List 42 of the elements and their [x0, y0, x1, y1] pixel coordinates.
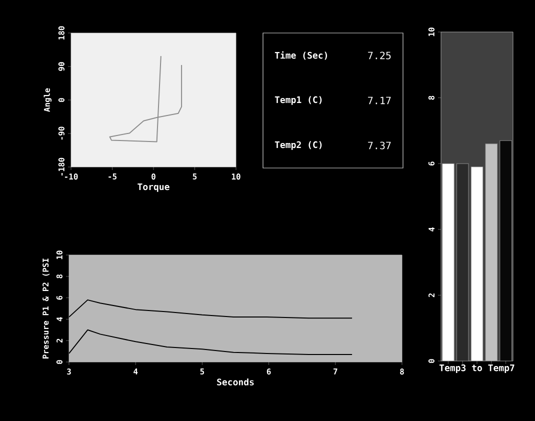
y-tick-label: 0 [428, 359, 434, 363]
category-label: Temp2 (C) [274, 141, 322, 150]
x-axis-title: Temp3 to Temp7 [439, 364, 514, 373]
x-tick-label: 8 [400, 368, 404, 375]
y-tick-label: 4 [428, 227, 434, 232]
x-tick-label: 3 [67, 368, 71, 375]
x-tick-label: 0 [152, 174, 156, 180]
data-label: 7.37 [368, 142, 391, 150]
y-tick-label: 10 [56, 250, 62, 260]
x-tick-label: 5 [192, 174, 197, 180]
category-label: Time (Sec) [274, 51, 328, 60]
x-tick-label: 6 [266, 368, 271, 375]
y-tick-label: 8 [428, 96, 434, 100]
y-tick-label: -90 [58, 126, 64, 140]
line-series [109, 56, 182, 142]
y-tick-label: 10 [428, 28, 434, 36]
data-label: 7.17 [368, 96, 391, 104]
y-tick-label: 8 [56, 274, 62, 278]
line-series [69, 329, 353, 356]
y-tick-label: 2 [56, 338, 62, 343]
x-tick-label: -5 [108, 174, 117, 180]
x-tick-label: 5 [200, 368, 204, 374]
y-tick-label: 0 [58, 98, 64, 102]
x-axis-title: Seconds [217, 378, 254, 386]
y-tick-label: 180 [58, 26, 64, 40]
x-tick-label: 7 [334, 368, 338, 374]
x-tick-label: 10 [232, 174, 240, 180]
y-tick-label: 6 [56, 296, 62, 300]
x-axis-title: Torque [138, 183, 170, 192]
x-tick-label: 4 [134, 368, 138, 374]
line-series [69, 299, 353, 319]
y-tick-label: 2 [428, 293, 434, 298]
y-tick-label: -180 [58, 158, 64, 176]
x-tick-label: -10 [64, 174, 78, 180]
y-tick-label: 4 [56, 317, 62, 322]
y-tick-label: 6 [428, 162, 434, 166]
y-axis-title: Pressure P1 & P2 (PSI [42, 258, 50, 358]
y-tick-label: 0 [56, 360, 62, 364]
y-axis-title: Angle [44, 88, 52, 112]
y-tick-label: 90 [58, 62, 64, 71]
data-label: 7.25 [368, 52, 391, 60]
category-label: Temp1 (C) [274, 96, 322, 105]
